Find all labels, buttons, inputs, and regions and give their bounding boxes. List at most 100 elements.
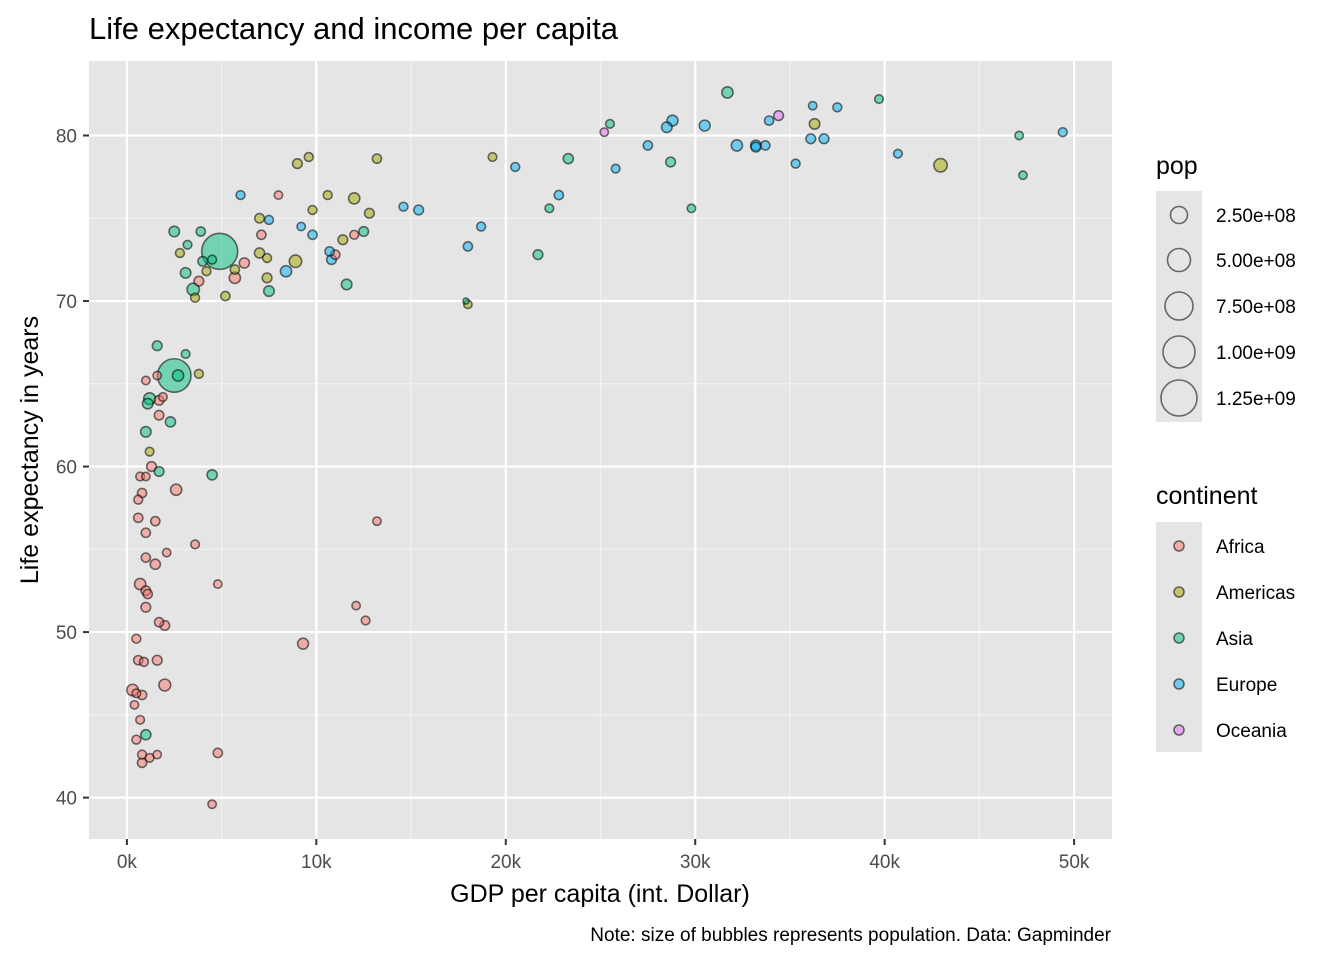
data-point-africa bbox=[149, 558, 162, 571]
data-point-africa bbox=[238, 257, 251, 269]
data-point-africa bbox=[135, 714, 146, 725]
size-legend-key bbox=[1169, 205, 1189, 225]
data-point-asia bbox=[164, 415, 177, 428]
data-point-europe bbox=[412, 204, 425, 216]
data-point-europe bbox=[475, 221, 487, 232]
data-point-africa bbox=[142, 588, 154, 600]
data-point-europe bbox=[698, 119, 711, 132]
data-point-americas bbox=[337, 234, 349, 246]
data-point-asia bbox=[195, 226, 207, 237]
data-point-oceania bbox=[772, 109, 785, 122]
data-point-europe bbox=[892, 148, 904, 159]
size-legend-label: 1.00e+09 bbox=[1216, 343, 1296, 364]
data-point-asia bbox=[873, 93, 885, 105]
data-point-asia bbox=[604, 118, 616, 130]
data-point-asia bbox=[686, 203, 697, 214]
color-legend: Africa Americas Asia Europe Oceania bbox=[1173, 537, 1295, 742]
data-point-africa bbox=[132, 512, 144, 524]
data-point-americas bbox=[363, 207, 376, 219]
chart-title: Life expectancy and income per capita bbox=[89, 11, 619, 46]
data-point-africa bbox=[152, 749, 163, 760]
data-point-americas bbox=[307, 204, 318, 216]
data-point-oceania bbox=[599, 127, 610, 138]
color-legend-title: continent bbox=[1156, 482, 1258, 510]
data-point-africa bbox=[153, 616, 165, 628]
data-point-africa bbox=[138, 656, 150, 668]
data-point-asia bbox=[1017, 170, 1028, 181]
data-point-europe bbox=[553, 189, 565, 201]
color-legend-key-africa bbox=[1173, 540, 1185, 552]
data-point-americas bbox=[193, 368, 205, 380]
size-legend-key bbox=[1164, 291, 1194, 321]
data-point-africa bbox=[129, 699, 140, 710]
data-point-europe bbox=[763, 115, 775, 126]
data-point-africa bbox=[371, 516, 382, 527]
data-point-africa bbox=[140, 527, 152, 539]
y-tick-label: 80 bbox=[56, 126, 77, 147]
major-gridlines bbox=[89, 61, 1112, 839]
data-point-africa bbox=[151, 654, 163, 666]
data-point-africa bbox=[273, 190, 284, 201]
size-legend-key-background bbox=[1156, 191, 1202, 422]
data-point-africa bbox=[212, 579, 223, 590]
data-point-asia bbox=[532, 249, 544, 261]
data-point-africa bbox=[140, 471, 151, 482]
color-legend-label: Europe bbox=[1216, 675, 1277, 696]
data-point-asia bbox=[182, 239, 193, 250]
data-point-europe bbox=[610, 163, 621, 174]
data-point-asia bbox=[141, 397, 154, 410]
data-point-europe bbox=[235, 189, 246, 201]
data-point-africa bbox=[140, 375, 151, 386]
chart-caption: Note: size of bubbles represents populat… bbox=[590, 925, 1111, 946]
x-tick-label: 10k bbox=[301, 852, 332, 873]
data-point-africa bbox=[351, 600, 362, 611]
size-legend-key bbox=[1166, 247, 1192, 273]
data-point-europe bbox=[510, 161, 521, 173]
size-legend-label: 5.00e+08 bbox=[1216, 251, 1296, 272]
data-point-europe bbox=[296, 221, 307, 232]
data-point-americas bbox=[371, 153, 383, 165]
data-point-americas bbox=[220, 290, 231, 302]
data-point-americas bbox=[288, 254, 303, 269]
data-point-americas bbox=[933, 157, 949, 173]
size-legend-label: 7.50e+08 bbox=[1216, 297, 1296, 318]
data-point-americas bbox=[347, 191, 361, 205]
data-point-europe bbox=[832, 102, 843, 113]
color-legend-key-europe bbox=[1173, 678, 1185, 690]
data-point-africa bbox=[131, 688, 142, 699]
data-point-asia bbox=[340, 278, 353, 291]
data-point-europe bbox=[730, 139, 744, 152]
data-point-africa bbox=[131, 633, 142, 644]
data-point-asia bbox=[168, 225, 181, 238]
y-axis-title: Life expectancy in years bbox=[16, 316, 44, 584]
y-tick-label: 70 bbox=[56, 292, 77, 313]
y-tick-label: 60 bbox=[56, 458, 77, 479]
data-point-europe bbox=[790, 158, 801, 169]
data-point-europe bbox=[818, 133, 830, 145]
data-point-europe bbox=[263, 214, 275, 226]
data-point-asia bbox=[179, 266, 192, 279]
data-point-europe bbox=[1057, 126, 1068, 138]
x-tick-label: 40k bbox=[869, 852, 900, 873]
data-point-americas bbox=[322, 189, 333, 201]
data-point-asia bbox=[721, 86, 734, 99]
data-point-africa bbox=[193, 275, 205, 287]
data-point-africa bbox=[348, 229, 360, 241]
data-point-africa bbox=[140, 552, 152, 563]
size-legend-key bbox=[1162, 335, 1196, 369]
data-point-africa bbox=[255, 229, 267, 241]
color-legend-label: Asia bbox=[1216, 629, 1253, 650]
minor-gridlines bbox=[89, 61, 1112, 839]
data-point-europe bbox=[307, 229, 318, 241]
data-point-asia bbox=[151, 340, 163, 352]
data-point-europe bbox=[750, 141, 762, 153]
data-point-africa bbox=[360, 615, 371, 626]
color-legend-label: Americas bbox=[1216, 583, 1295, 604]
x-tick-label: 0k bbox=[117, 852, 138, 873]
x-axis-ticks: 0k 10k 20k 30k 40k 50k bbox=[117, 839, 1090, 873]
data-point-europe bbox=[759, 140, 771, 151]
data-point-asia bbox=[197, 255, 209, 267]
data-point-asia bbox=[180, 348, 191, 360]
data-point-europe bbox=[324, 245, 335, 257]
